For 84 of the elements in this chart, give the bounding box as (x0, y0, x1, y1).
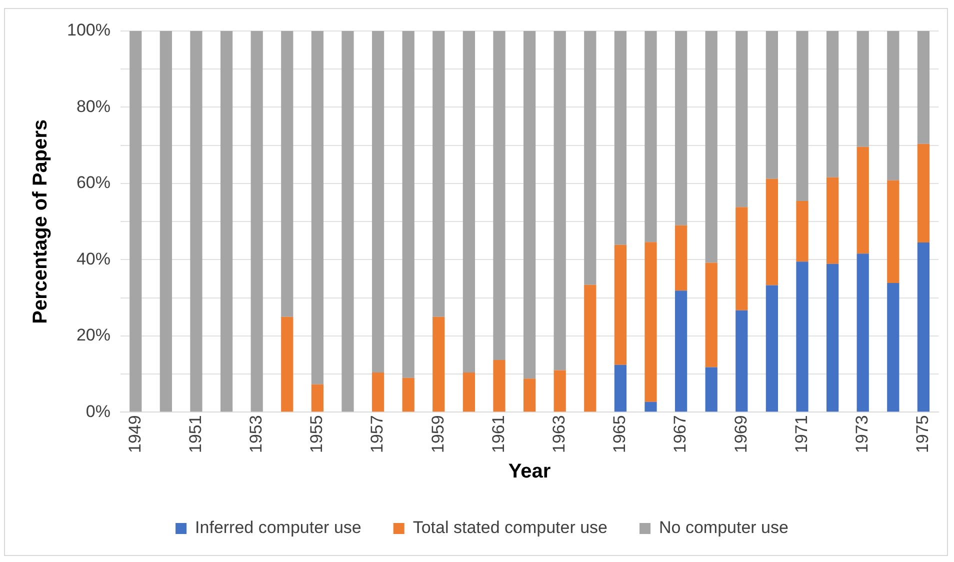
bar (826, 177, 839, 264)
bar (644, 31, 657, 242)
bar (523, 31, 536, 379)
bar (372, 31, 384, 373)
x-tick-label: 1957 (368, 415, 387, 454)
bar (462, 372, 475, 412)
x-tick-label: 1967 (670, 415, 690, 454)
bar (856, 31, 869, 147)
x-tick-label: 1955 (307, 415, 326, 454)
x-tick-label: 1975 (913, 415, 932, 454)
bar (250, 31, 263, 412)
bar (736, 207, 748, 310)
bar (432, 316, 445, 412)
bar (887, 31, 900, 180)
bar (917, 31, 930, 144)
bar (402, 31, 414, 378)
bar (766, 178, 778, 286)
x-tick-label: 1953 (246, 415, 266, 454)
bar (462, 31, 475, 373)
bar (674, 31, 688, 226)
y-tick-label: 0% (86, 402, 110, 421)
bar (644, 242, 657, 402)
legend-label: Inferred computer use (195, 518, 362, 538)
bar (493, 360, 506, 412)
bar (281, 316, 294, 412)
bar (736, 31, 748, 208)
bar (160, 31, 172, 412)
legend-label: Total stated computer use (412, 518, 608, 538)
bar (736, 310, 748, 412)
bar (311, 31, 324, 384)
bar (281, 31, 294, 317)
bar (190, 31, 202, 412)
bar (554, 31, 566, 370)
x-tick-label: 1949 (125, 415, 144, 454)
bar (796, 262, 808, 412)
bar (402, 378, 414, 412)
bar (856, 146, 869, 254)
bar (220, 31, 233, 412)
bar (584, 31, 596, 285)
bar (674, 225, 688, 291)
bar (614, 364, 627, 412)
x-tick-label: 1959 (428, 415, 448, 454)
y-axis-title: Percentage of Papers (30, 119, 52, 324)
bar (917, 144, 930, 243)
bar (584, 284, 596, 412)
bar (674, 290, 688, 412)
bar (826, 31, 839, 178)
bar (917, 242, 930, 412)
bar (826, 264, 839, 412)
bar (614, 31, 627, 245)
x-tick-label: 1951 (186, 415, 205, 454)
x-tick-label: 1965 (610, 415, 630, 454)
bar (311, 384, 324, 412)
bar (493, 31, 506, 360)
x-tick-label: 1963 (550, 415, 569, 454)
bar (766, 31, 778, 179)
bar (887, 282, 900, 412)
y-tick-label: 60% (76, 173, 110, 192)
legend-label: No computer use (659, 518, 788, 538)
bar (372, 372, 384, 412)
y-tick-label: 100% (66, 20, 110, 40)
bar (705, 262, 718, 368)
bar (796, 31, 808, 202)
bar (705, 367, 718, 412)
bar (766, 285, 778, 412)
bar (644, 402, 657, 412)
x-tick-label: 1961 (488, 415, 508, 454)
bar (130, 31, 142, 412)
bar (614, 244, 627, 365)
bar (887, 180, 900, 283)
x-tick-label: 1969 (731, 415, 750, 454)
bar (342, 31, 354, 412)
y-tick-label: 40% (76, 249, 110, 268)
x-axis-title: Year (508, 460, 551, 483)
y-tick-label: 80% (76, 96, 110, 116)
bar (554, 370, 566, 412)
bar (796, 201, 808, 262)
x-tick-label: 1971 (792, 415, 811, 454)
bar (523, 378, 536, 412)
y-tick-label: 20% (76, 326, 110, 345)
bar (432, 31, 445, 317)
bar (856, 254, 869, 412)
x-tick-label: 1973 (852, 415, 872, 454)
bar (705, 31, 718, 263)
